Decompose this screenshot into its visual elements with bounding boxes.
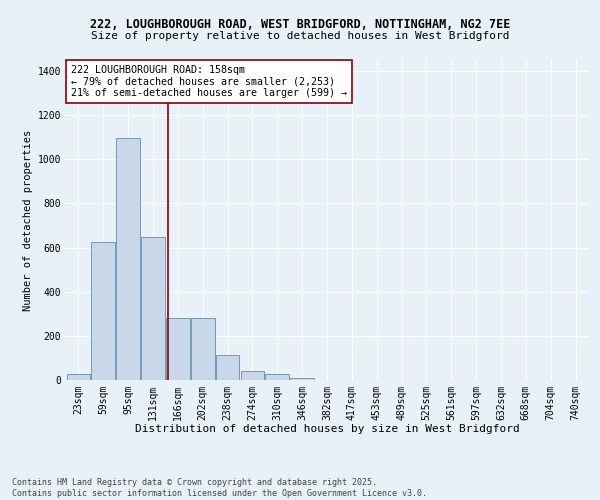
Bar [191,318,215,380]
Bar [265,374,289,380]
X-axis label: Distribution of detached houses by size in West Bridgford: Distribution of detached houses by size … [134,424,520,434]
Y-axis label: Number of detached properties: Number of detached properties [23,130,34,310]
Bar [67,374,90,380]
Bar [91,242,115,380]
Text: Contains HM Land Registry data © Crown copyright and database right 2025.
Contai: Contains HM Land Registry data © Crown c… [12,478,427,498]
Text: 222 LOUGHBOROUGH ROAD: 158sqm
← 79% of detached houses are smaller (2,253)
21% o: 222 LOUGHBOROUGH ROAD: 158sqm ← 79% of d… [71,65,347,98]
Text: 222, LOUGHBOROUGH ROAD, WEST BRIDGFORD, NOTTINGHAM, NG2 7EE: 222, LOUGHBOROUGH ROAD, WEST BRIDGFORD, … [90,18,510,30]
Bar [216,354,239,380]
Bar [116,138,140,380]
Bar [290,378,314,380]
Text: Size of property relative to detached houses in West Bridgford: Size of property relative to detached ho… [91,31,509,41]
Bar [141,236,165,380]
Bar [241,371,264,380]
Bar [166,318,190,380]
